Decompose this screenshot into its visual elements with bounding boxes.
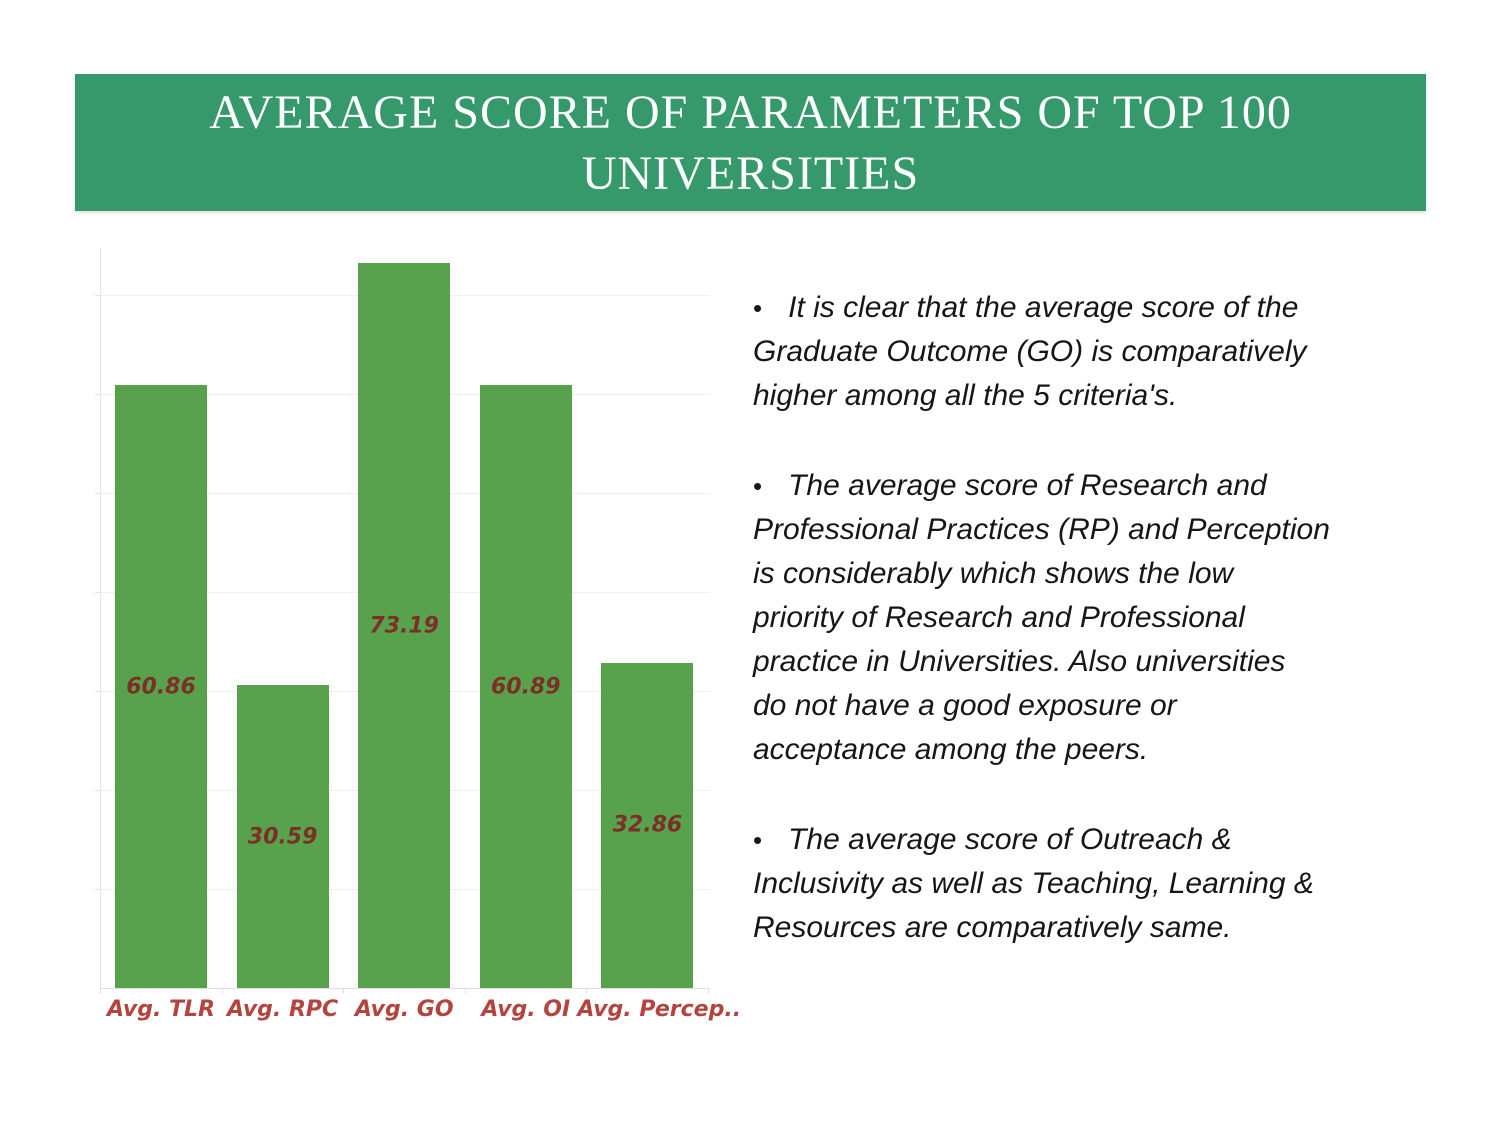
bar-avg-rpc: 30.59 <box>236 685 329 988</box>
bar-avg-oi: 60.89 <box>479 385 572 988</box>
bullet-item-2: • The average score of Research and Prof… <box>753 464 1428 772</box>
category-label: Avg. OI <box>481 997 571 1022</box>
bullet-item-1: • It is clear that the average score of … <box>753 286 1428 418</box>
y-axis-tick <box>95 493 100 494</box>
bullet-text-block: • It is clear that the average score of … <box>753 286 1428 996</box>
slide-title-line-2: UNIVERSITIES <box>581 146 920 200</box>
x-axis-tick <box>708 989 709 994</box>
bar-value-label: 73.19 <box>369 613 439 639</box>
y-axis-tick <box>95 592 100 593</box>
slide-title-line-1: AVERAGE SCORE OF PARAMETERS OF TOP 100 <box>209 85 1292 139</box>
bullet-text: The average score of Research and Profes… <box>753 469 1330 766</box>
bar-value-label: 30.59 <box>247 824 318 850</box>
y-axis-line <box>100 248 101 988</box>
x-axis-tick <box>586 989 588 994</box>
bar-chart: 60.86 Avg. TLR 30.59 Avg. RPC 73.19 Avg. GO 60… <box>95 245 755 1065</box>
title-banner: AVERAGE SCORE OF PARAMETERS OF TOP 100 U… <box>75 74 1426 211</box>
x-axis-tick <box>100 989 101 994</box>
x-axis-tick <box>464 989 466 994</box>
x-axis-baseline <box>100 988 710 989</box>
y-axis-tick <box>95 394 100 395</box>
category-label: Avg. GO <box>354 997 454 1022</box>
bar-avg-percep: 32.86 <box>601 662 694 988</box>
category-label: Avg. TLR <box>107 997 215 1022</box>
x-axis-tick <box>221 989 223 994</box>
category-label: Avg. RPC <box>227 997 339 1022</box>
y-axis-tick <box>95 691 100 692</box>
bar-avg-go: 73.19 <box>358 263 451 988</box>
x-axis-tick <box>343 989 345 994</box>
bar-avg-tlr: 60.86 <box>115 385 207 988</box>
bullet-item-3: • The average score of Outreach & Inclus… <box>753 818 1428 950</box>
y-axis-tick <box>95 790 100 791</box>
bar-value-label: 60.89 <box>491 674 561 700</box>
bullet-text: It is clear that the average score of th… <box>753 291 1307 412</box>
y-axis-tick <box>95 295 100 296</box>
bar-value-label: 32.86 <box>612 812 683 838</box>
bullet-marker: • <box>753 825 789 855</box>
bullet-marker: • <box>753 293 789 323</box>
y-axis-tick <box>95 889 100 890</box>
category-label: Avg. Percep.. <box>577 997 742 1022</box>
bullet-text: The average score of Outreach & Inclusiv… <box>753 823 1314 944</box>
bar-value-label: 60.86 <box>126 674 196 700</box>
bullet-marker: • <box>753 471 789 501</box>
